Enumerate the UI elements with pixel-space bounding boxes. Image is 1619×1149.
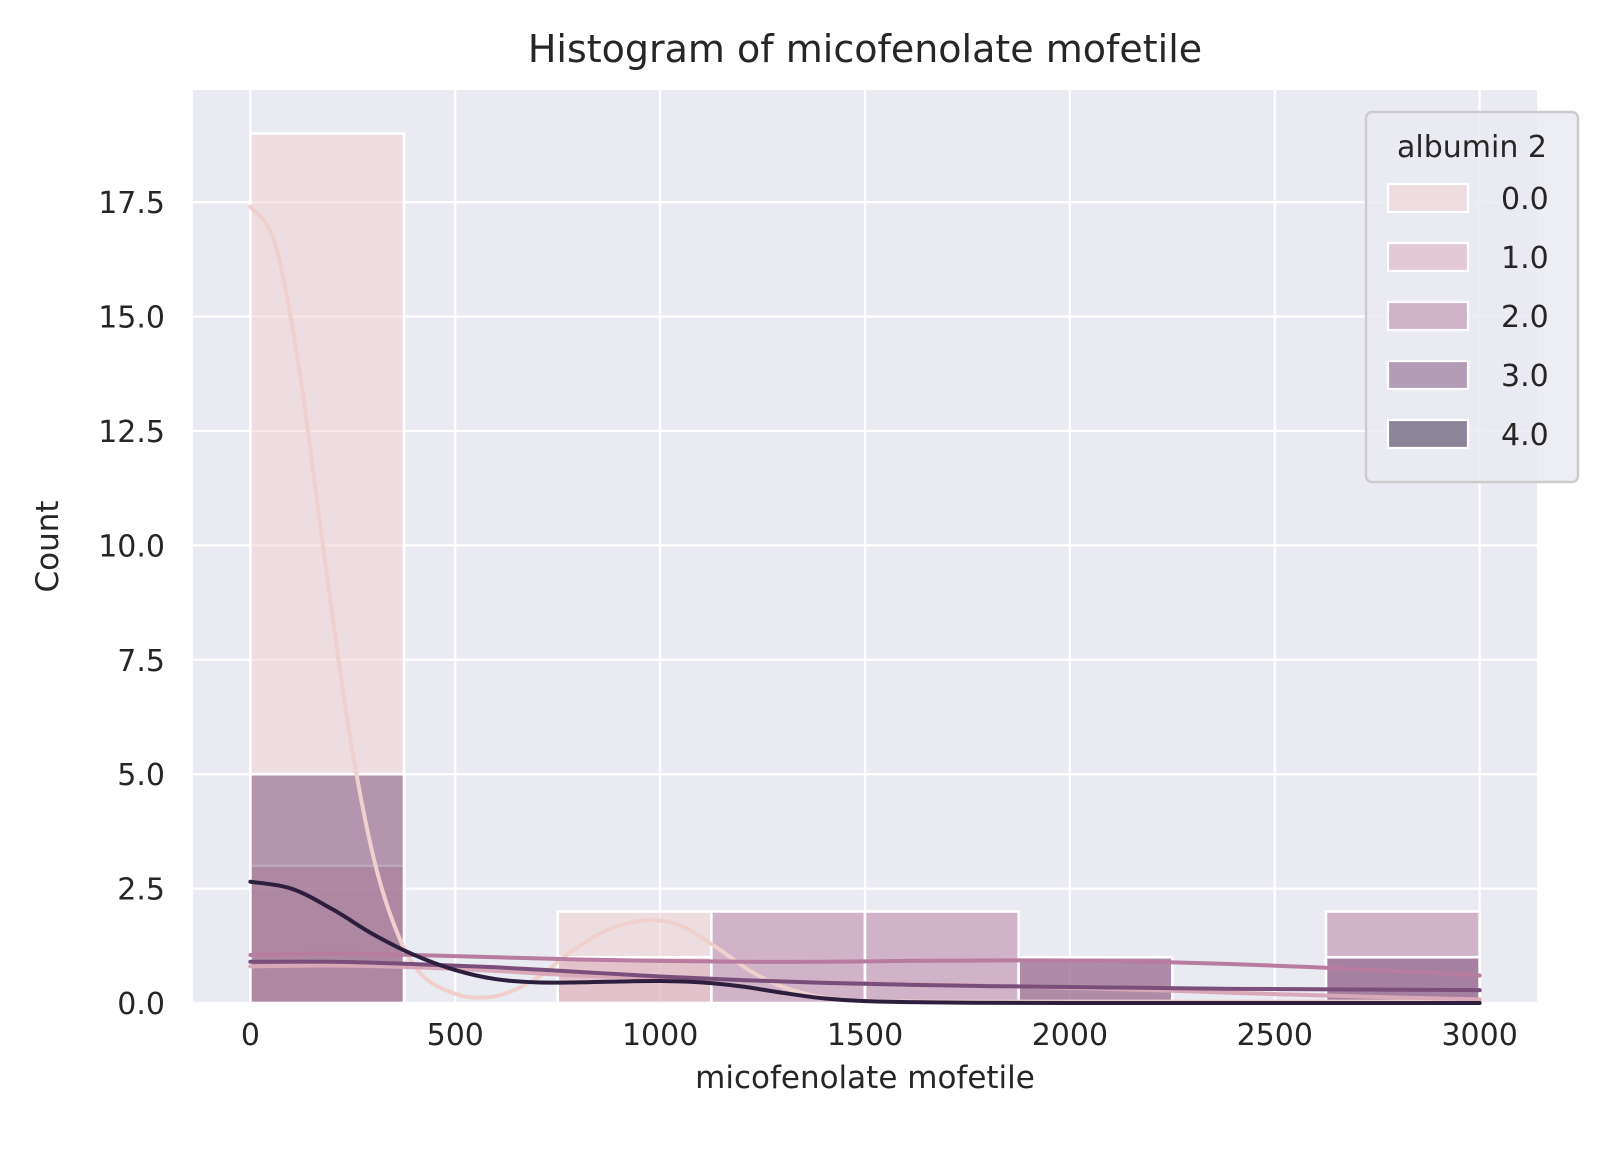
- histogram-bars: [249, 132, 1481, 1005]
- x-tick-label-4: 2000: [1032, 1018, 1108, 1053]
- legend: albumin 2 0.0 1.0 2.0 3.0 4.0: [1364, 110, 1580, 484]
- legend-item-4_0-swatch: [1386, 418, 1470, 450]
- legend-item-4_0: 4.0: [1386, 418, 1549, 453]
- y-tick-label-1: 2.5: [117, 873, 165, 908]
- legend-item-1_0-swatch: [1386, 241, 1470, 273]
- legend-item-0_0: 0.0: [1386, 182, 1549, 217]
- y-tick-label-3: 7.5: [117, 644, 165, 679]
- kde-curves: [248, 204, 1482, 1006]
- legend-item-1_0-label: 1.0: [1501, 241, 1549, 276]
- y-tick-label-2: 5.0: [117, 758, 165, 793]
- legend-title: albumin 2: [1397, 130, 1547, 165]
- kde-line-albumin-2_0: [248, 951, 1482, 978]
- legend-item-3_0-label: 3.0: [1501, 359, 1549, 394]
- x-tick-label-1: 500: [427, 1018, 484, 1053]
- y-tick-labels: 0.0 2.5 5.0 7.5 10.0 12.5 15.0 17.5: [98, 186, 165, 1022]
- legend-item-4_0-label: 4.0: [1501, 418, 1549, 453]
- legend-item-0_0-swatch: [1386, 182, 1470, 214]
- x-tick-labels: 0 500 1000 1500 2000 2500 3000: [241, 1018, 1518, 1053]
- legend-item-3_0: 3.0: [1386, 359, 1549, 394]
- x-axis-label: micofenolate mofetile: [695, 1060, 1035, 1096]
- x-tick-label-2: 1000: [622, 1018, 698, 1053]
- legend-items: 0.0 1.0 2.0 3.0 4.0: [1386, 182, 1549, 453]
- kde-line-albumin-3_0: [248, 959, 1482, 993]
- x-tick-label-5: 2500: [1237, 1018, 1313, 1053]
- y-tick-label-7: 17.5: [98, 186, 165, 221]
- legend-item-2_0: 2.0: [1386, 300, 1549, 335]
- y-tick-label-5: 12.5: [98, 415, 165, 450]
- bar-albumin-2_0-bin-4: [863, 910, 1020, 1005]
- x-tick-label-0: 0: [241, 1018, 260, 1053]
- kde-line-albumin-4_0: [248, 879, 1482, 1006]
- legend-item-3_0-swatch: [1386, 359, 1470, 391]
- y-axis-label: Count: [30, 500, 66, 592]
- legend-item-1_0: 1.0: [1386, 241, 1549, 276]
- chart-title: Histogram of micofenolate mofetile: [528, 27, 1202, 71]
- legend-item-2_0-swatch: [1386, 300, 1470, 332]
- y-tick-label-0: 0.0: [117, 987, 165, 1022]
- legend-item-0_0-label: 0.0: [1501, 182, 1549, 217]
- x-tick-label-6: 3000: [1441, 1018, 1517, 1053]
- y-tick-label-6: 15.0: [98, 301, 165, 336]
- bar-albumin-3_0-bin-5: [1017, 955, 1174, 1005]
- x-tick-label-3: 1500: [827, 1018, 903, 1053]
- y-tick-label-4: 10.0: [98, 529, 165, 564]
- legend-item-2_0-label: 2.0: [1501, 300, 1549, 335]
